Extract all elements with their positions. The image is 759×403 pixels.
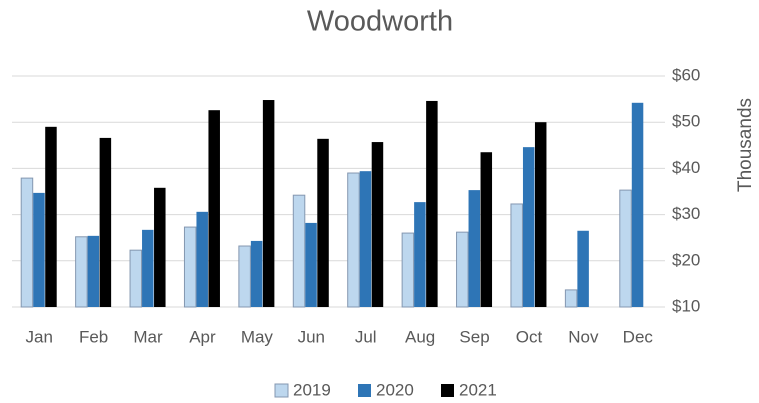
legend-label: 2019	[293, 380, 331, 399]
x-tick-label: Feb	[79, 327, 108, 346]
bar	[619, 189, 632, 308]
bar	[564, 289, 578, 308]
bar	[468, 190, 481, 307]
y-tick-label: $40	[672, 158, 700, 177]
bar	[371, 142, 384, 307]
bar	[129, 249, 143, 308]
bar	[631, 102, 644, 308]
bar	[208, 110, 220, 307]
bar	[456, 231, 469, 308]
x-tick-label: Jan	[25, 327, 52, 346]
bar	[577, 230, 589, 307]
legend-label: 2020	[376, 380, 414, 399]
bar	[534, 122, 547, 307]
bar	[196, 211, 208, 307]
bar	[510, 203, 523, 308]
x-tick-label: Apr	[189, 327, 216, 346]
bar	[75, 236, 88, 308]
bar	[183, 226, 197, 308]
bar	[401, 232, 415, 308]
y-tick-label: $20	[672, 250, 700, 269]
bar	[359, 171, 372, 307]
bar	[99, 137, 112, 307]
x-tick-label: Nov	[568, 327, 599, 346]
y-tick-label: $10	[672, 296, 700, 315]
legend-label: 2021	[459, 380, 497, 399]
bar	[33, 192, 45, 307]
y-axis-label: Thousands	[735, 98, 756, 192]
bar	[292, 194, 306, 308]
bar	[238, 245, 251, 308]
x-tick-label: May	[241, 327, 274, 346]
x-tick-label: Dec	[623, 327, 654, 346]
bar	[20, 177, 34, 308]
bar	[414, 202, 426, 307]
y-tick-label: $30	[672, 204, 700, 223]
bar	[262, 100, 275, 307]
bar	[480, 152, 493, 307]
x-tick-label: Sep	[459, 327, 489, 346]
bar	[317, 138, 329, 307]
bar	[426, 100, 438, 307]
bar	[305, 222, 317, 307]
x-tick-label: Jul	[355, 327, 377, 346]
y-tick-label: $60	[672, 65, 700, 84]
x-tick-label: Oct	[516, 327, 543, 346]
x-tick-label: Aug	[405, 327, 435, 346]
legend-swatch	[274, 383, 289, 398]
bar	[154, 187, 166, 307]
legend-swatch	[441, 384, 454, 397]
bar	[522, 147, 535, 307]
bar	[250, 240, 263, 307]
bar	[142, 229, 154, 307]
x-tick-label: Jun	[298, 327, 325, 346]
bar	[347, 172, 360, 308]
bar	[87, 235, 100, 307]
chart-title: Woodworth	[307, 6, 453, 38]
y-tick-label: $50	[672, 112, 700, 131]
bar	[45, 126, 57, 307]
legend-swatch	[358, 384, 371, 397]
x-tick-label: Mar	[133, 327, 163, 346]
